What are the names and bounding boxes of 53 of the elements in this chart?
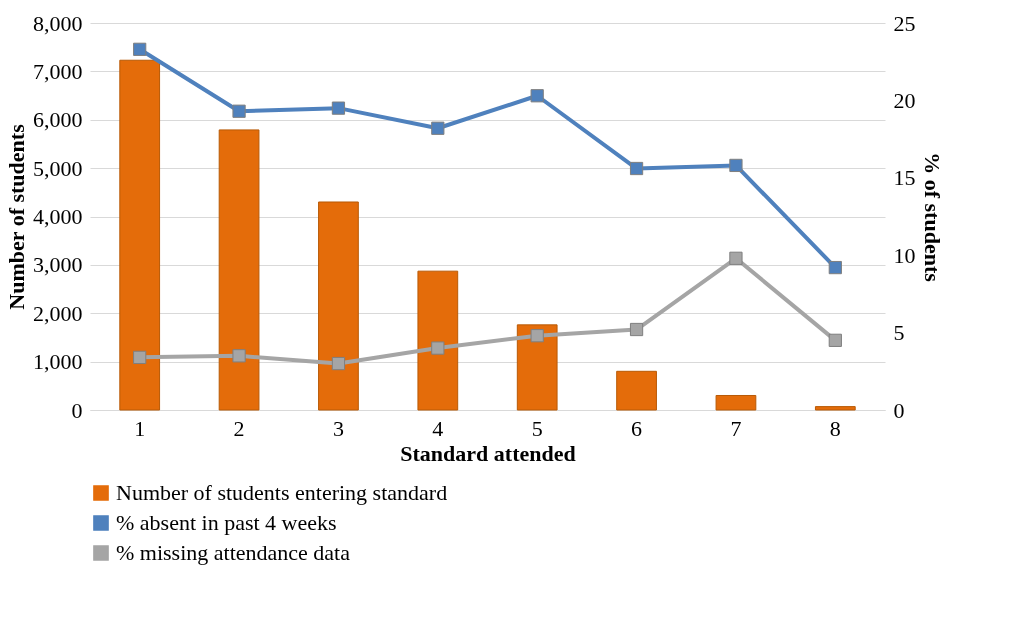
point bbox=[133, 42, 147, 56]
point bbox=[629, 161, 644, 176]
y-tick-label: 7,000 bbox=[33, 58, 83, 84]
bar bbox=[417, 270, 459, 411]
y2-tick-label: 10 bbox=[893, 242, 916, 268]
y2-axis-title: % of students bbox=[919, 152, 945, 283]
y-axis-title: Number of students bbox=[4, 123, 29, 310]
point bbox=[331, 101, 346, 115]
point bbox=[133, 350, 147, 364]
y2-tick-label: 25 bbox=[893, 10, 916, 36]
point bbox=[431, 341, 445, 355]
point bbox=[729, 251, 743, 265]
y2-tick-label: 20 bbox=[893, 87, 916, 113]
x-tick-label: 2 bbox=[233, 415, 245, 441]
point bbox=[232, 349, 246, 363]
point bbox=[232, 104, 246, 118]
x-tick-label: 4 bbox=[432, 415, 444, 441]
x-tick-label: 5 bbox=[531, 415, 543, 441]
x-axis-title: Standard attended bbox=[400, 440, 576, 466]
point bbox=[431, 121, 445, 135]
y-tick-label: 5,000 bbox=[33, 155, 83, 181]
y-tick-label: 4,000 bbox=[33, 204, 83, 229]
bar bbox=[616, 370, 657, 411]
y-tick-label: 2,000 bbox=[33, 300, 83, 326]
point bbox=[828, 260, 842, 275]
y-tick-label: 1,000 bbox=[33, 349, 83, 375]
point bbox=[530, 89, 544, 103]
point bbox=[729, 158, 743, 173]
point bbox=[331, 356, 346, 371]
y-tick-label: 3,000 bbox=[33, 252, 83, 278]
legend-label: % absent in past 4 weeks bbox=[116, 510, 337, 535]
bar bbox=[318, 201, 359, 411]
x-tick-label: 6 bbox=[631, 415, 643, 441]
bar bbox=[218, 129, 260, 411]
x-tick-label: 1 bbox=[134, 415, 146, 441]
legend-label: Number of students entering standard bbox=[116, 480, 448, 505]
x-tick-label: 7 bbox=[730, 415, 742, 441]
y2-tick-label: 15 bbox=[893, 165, 916, 191]
point bbox=[530, 329, 544, 343]
bar bbox=[119, 59, 161, 411]
bar bbox=[516, 324, 558, 411]
y2-tick-label: 5 bbox=[893, 320, 905, 346]
point bbox=[629, 322, 644, 337]
bar bbox=[814, 406, 856, 411]
y-tick-label: 0 bbox=[71, 397, 83, 423]
y-tick-label: 6,000 bbox=[33, 107, 83, 133]
y2-tick-label: 0 bbox=[893, 397, 905, 423]
bar bbox=[715, 394, 757, 411]
x-tick-label: 3 bbox=[332, 415, 344, 441]
point bbox=[828, 333, 842, 347]
y-tick-label: 8,000 bbox=[33, 10, 83, 36]
x-tick-label: 8 bbox=[829, 415, 841, 441]
legend-label: % missing attendance data bbox=[116, 540, 351, 565]
